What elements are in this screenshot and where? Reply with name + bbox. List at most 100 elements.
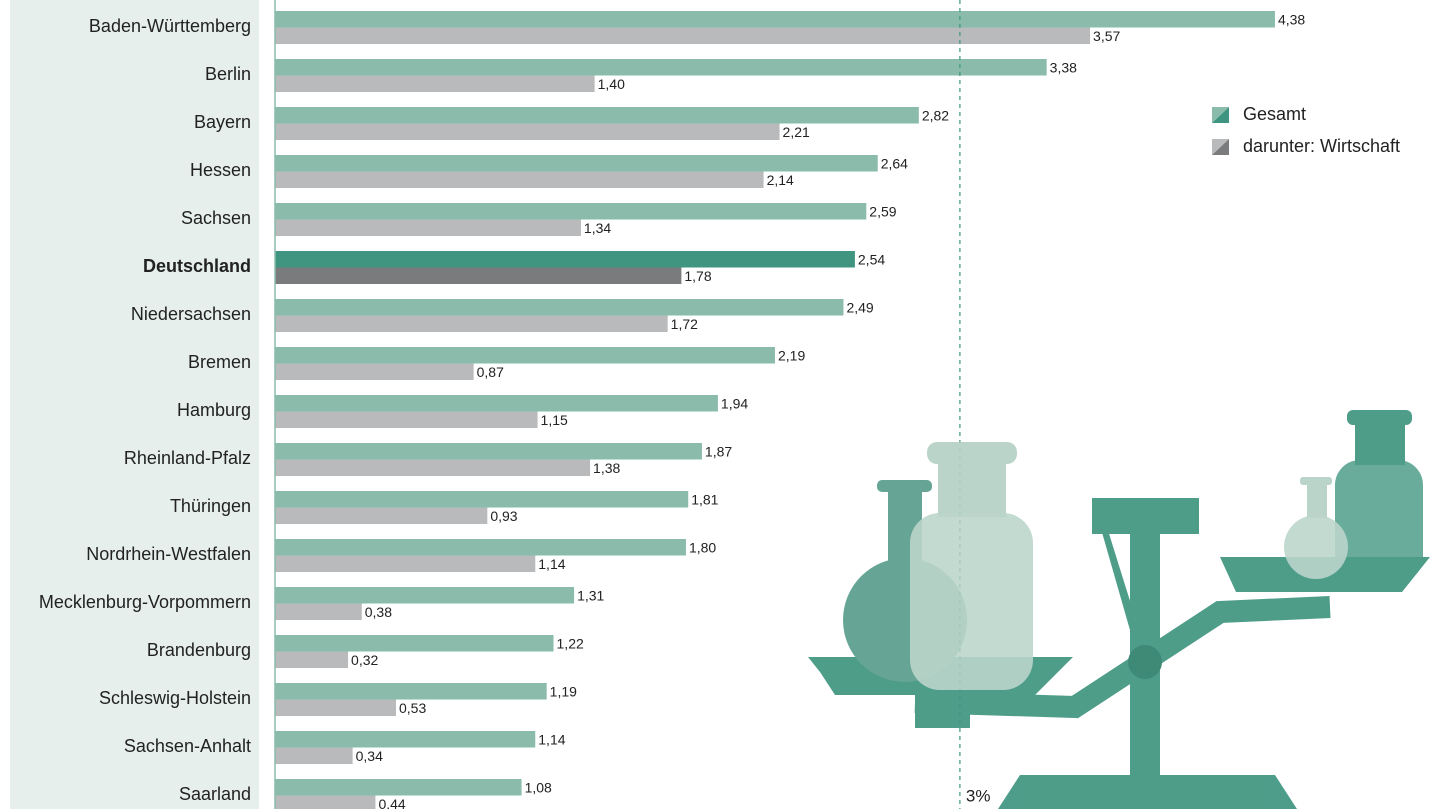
bar <box>275 171 764 188</box>
value-label: 2,59 <box>869 204 896 220</box>
illustration-shape <box>1095 508 1150 665</box>
value-label: 1,14 <box>538 732 565 748</box>
bar <box>275 27 1091 44</box>
bar <box>275 539 686 556</box>
value-label: 3,38 <box>1050 60 1077 76</box>
category-label: Hessen <box>190 160 251 180</box>
bar <box>275 731 536 748</box>
category-label: Saarland <box>179 784 251 804</box>
category-label: Nordrhein-Westfalen <box>86 544 251 564</box>
value-label: 1,14 <box>538 556 565 572</box>
bar <box>275 507 488 524</box>
value-label: 4,38 <box>1278 12 1305 28</box>
bar <box>275 683 547 700</box>
bar <box>275 635 554 652</box>
value-label: 1,31 <box>577 588 604 604</box>
illustration-shape <box>1355 423 1405 465</box>
value-label: 1,19 <box>550 684 577 700</box>
value-label: 0,32 <box>351 652 378 668</box>
bar <box>275 347 775 364</box>
category-label: Berlin <box>205 64 251 84</box>
category-label: Bremen <box>188 352 251 372</box>
illustration-shape <box>877 480 932 492</box>
bar <box>275 795 376 809</box>
value-label: 0,53 <box>399 700 426 716</box>
category-label: Sachsen-Anhalt <box>124 736 251 756</box>
bar <box>275 699 397 716</box>
scale-illustration <box>808 410 1430 809</box>
bar <box>275 555 536 572</box>
legend-swatch <box>1212 139 1229 155</box>
legend-label: darunter: Wirtschaft <box>1243 136 1400 156</box>
bar <box>275 155 878 172</box>
category-label: Brandenburg <box>147 640 251 660</box>
bar <box>275 779 522 796</box>
value-label: 1,80 <box>689 540 716 556</box>
legend: Gesamt darunter: Wirtschaft <box>1212 104 1400 156</box>
bar <box>275 651 349 668</box>
category-label: Hamburg <box>177 400 251 420</box>
bar <box>275 219 581 236</box>
bar <box>275 459 591 476</box>
category-label: Mecklenburg-Vorpommern <box>39 592 251 612</box>
value-label: 1,72 <box>671 316 698 332</box>
bars: Baden-Württemberg 4,38 3,57 Berlin 3,38 1,40 B… <box>39 11 1305 809</box>
bar <box>275 315 668 332</box>
bar <box>275 11 1275 28</box>
category-label: Rheinland-Pfalz <box>124 448 251 468</box>
illustration-shape <box>1092 498 1199 534</box>
value-label: 1,15 <box>541 412 568 428</box>
category-label: Baden-Württemberg <box>89 16 251 36</box>
value-label: 0,38 <box>365 604 392 620</box>
value-label: 1,78 <box>684 268 711 284</box>
bar <box>275 75 595 92</box>
bar <box>275 363 474 380</box>
legend-swatch <box>1212 107 1229 123</box>
value-label: 1,08 <box>525 780 552 796</box>
illustration-shape <box>910 513 1033 690</box>
bar <box>275 443 702 460</box>
value-label: 0,34 <box>356 748 383 764</box>
label-panel <box>10 0 259 809</box>
illustration-shape <box>998 775 1297 809</box>
value-label: 0,87 <box>477 364 504 380</box>
value-label: 1,87 <box>705 444 732 460</box>
legend-label: Gesamt <box>1243 104 1306 124</box>
value-label: 2,19 <box>778 348 805 364</box>
category-label: Niedersachsen <box>131 304 251 324</box>
bar <box>275 491 689 508</box>
value-label: 1,81 <box>691 492 718 508</box>
bar <box>275 203 867 220</box>
bar <box>275 123 780 140</box>
illustration-shape <box>1128 645 1162 679</box>
category-label: Bayern <box>194 112 251 132</box>
value-label: 1,94 <box>721 396 748 412</box>
value-label: 1,22 <box>557 636 584 652</box>
value-label: 3,57 <box>1093 28 1120 44</box>
bar <box>275 395 718 412</box>
value-label: 0,44 <box>378 796 405 809</box>
value-label: 2,21 <box>783 124 810 140</box>
bar <box>275 251 855 268</box>
bar <box>275 747 353 764</box>
category-label: Schleswig-Holstein <box>99 688 251 708</box>
bar <box>275 107 919 124</box>
value-label: 2,64 <box>881 156 908 172</box>
category-label: Deutschland <box>143 256 251 276</box>
value-label: 2,82 <box>922 108 949 124</box>
bar <box>275 59 1047 76</box>
value-label: 0,93 <box>490 508 517 524</box>
reference-label: 3% <box>966 786 991 805</box>
illustration-shape <box>1307 483 1327 518</box>
illustration-shape <box>927 442 1017 464</box>
value-label: 1,38 <box>593 460 620 476</box>
value-label: 2,49 <box>846 300 873 316</box>
illustration-shape <box>1284 515 1348 579</box>
illustration-shape <box>1335 460 1423 582</box>
illustration-shape <box>1347 410 1412 425</box>
bar <box>275 299 844 316</box>
category-label: Thüringen <box>170 496 251 516</box>
value-label: 2,54 <box>858 252 885 268</box>
